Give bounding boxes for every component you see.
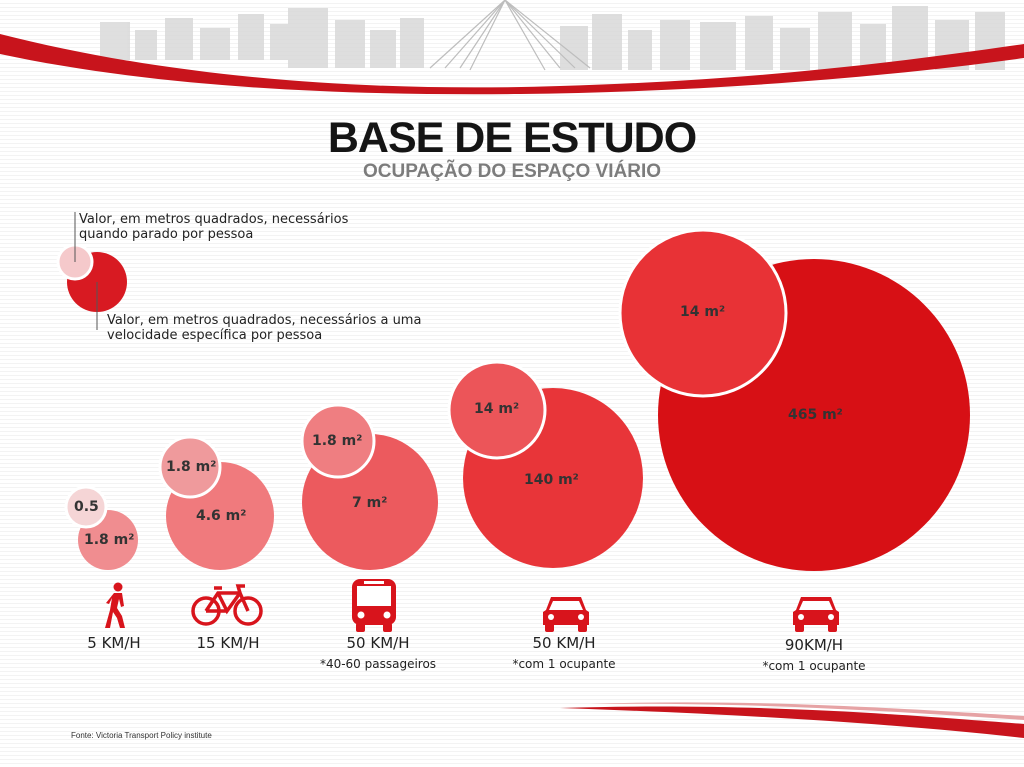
bicycle-icon: [191, 584, 263, 626]
speed-bicycle: 15 KM/H: [196, 634, 260, 652]
speed-pedestrian: 5 KM/H: [87, 634, 141, 652]
car-icon-50: [543, 597, 589, 632]
label-moving-car-50: 140 m²: [524, 472, 579, 488]
static-bubble-bus: [300, 403, 376, 479]
label-stopped-bicycle: 1.8 m²: [166, 459, 217, 475]
label-stopped-bus: 1.8 m²: [312, 433, 363, 449]
label-moving-bicycle: 4.6 m²: [196, 508, 247, 524]
car-icon-90: [793, 597, 839, 632]
static-bubble-car-50: [447, 360, 547, 460]
legend-moving-text: Valor, em metros quadrados, necessários …: [107, 313, 422, 343]
legend-static-text: Valor, em metros quadrados, necessários …: [79, 212, 349, 242]
legend-bubbles: [56, 212, 127, 330]
label-stopped-car-50: 14 m²: [474, 401, 520, 417]
page-subtitle: OCUPAÇÃO DO ESPAÇO VIÁRIO: [362, 161, 662, 182]
note-bus: *40-60 passageiros: [319, 657, 437, 671]
label-moving-bus: 7 m²: [352, 495, 388, 511]
speed-car-50: 50 KM/H: [532, 634, 596, 652]
note-car-90: *com 1 ocupante: [762, 659, 866, 673]
source-note: Fonte: Victoria Transport Policy institu…: [71, 731, 212, 740]
static-bubble-car-90: [618, 228, 788, 398]
static-bubble-bicycle: [158, 435, 222, 499]
note-car-50: *com 1 ocupante: [512, 657, 616, 671]
label-stopped-car-90: 14 m²: [680, 304, 726, 320]
speed-car-90: 90KM/H: [784, 636, 844, 654]
footer-swoosh: [560, 702, 1024, 738]
page-title: BASE DE ESTUDO: [327, 114, 697, 162]
label-moving-car-90: 465 m²: [788, 407, 843, 423]
pedestrian-icon: [105, 582, 125, 628]
skyline-banner: [0, 0, 1024, 95]
label-stopped-pedestrian: 0.5: [74, 499, 99, 515]
label-moving-pedestrian: 1.8 m²: [84, 532, 135, 548]
static-bubble-pedestrian: [64, 485, 108, 529]
speed-bus: 50 KM/H: [346, 634, 410, 652]
bus-icon: [352, 579, 396, 632]
